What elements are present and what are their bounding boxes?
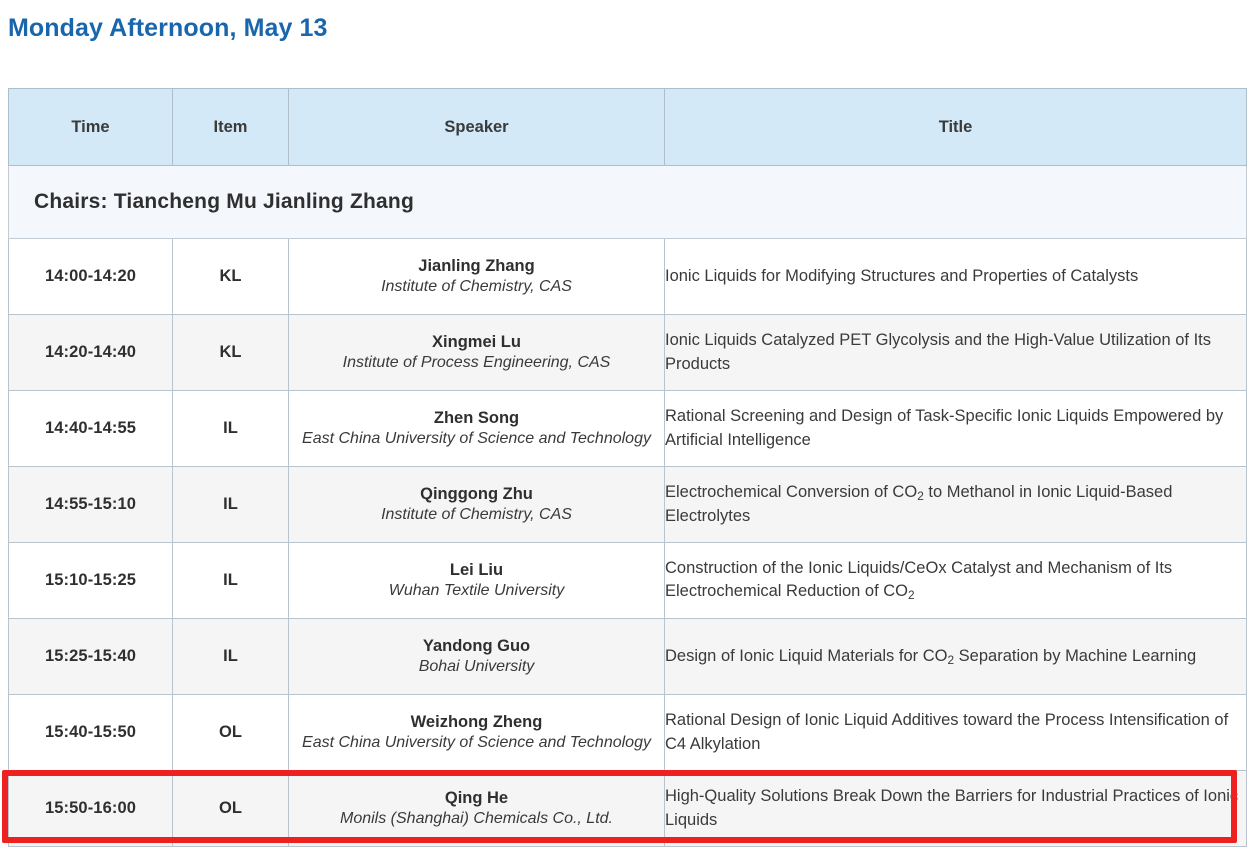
cell-time: 14:00-14:20 <box>8 238 173 315</box>
cell-item-type: IL <box>172 542 289 619</box>
chairs-row: Chairs: Tiancheng Mu Jianling Zhang <box>8 165 1247 239</box>
cell-speaker: Weizhong Zheng East China University of S… <box>288 694 665 771</box>
speaker-name: Lei Liu <box>449 560 504 579</box>
speaker-affiliation: Institute of Process Engineering, CAS <box>342 353 611 371</box>
table-row: 14:40-14:55 IL Zhen Song East China Univers… <box>8 390 1247 467</box>
speaker-affiliation: Institute of Chemistry, CAS <box>381 505 572 523</box>
cell-item-type: KL <box>172 238 289 315</box>
table-row: 15:50-16:00 OL Qing He Monils (Shanghai) Ch… <box>8 770 1247 847</box>
column-header-speaker: Speaker <box>288 88 665 166</box>
speaker-name: Xingmei Lu <box>432 332 521 351</box>
schedule-table: Time Item Speaker Title Chairs: Tianchen… <box>8 88 1247 847</box>
cell-time: 15:50-16:00 <box>8 770 173 847</box>
cell-time: 14:20-14:40 <box>8 314 173 391</box>
cell-item-type: IL <box>172 618 289 695</box>
cell-talk-title: Construction of the Ionic Liquids/CeOx C… <box>664 542 1247 619</box>
speaker-affiliation: East China University of Science and Tec… <box>302 429 651 447</box>
table-body: Chairs: Tiancheng Mu Jianling Zhang 14:0… <box>8 165 1247 847</box>
cell-item-type: IL <box>172 466 289 543</box>
table-header-row: Time Item Speaker Title <box>8 88 1247 166</box>
speaker-name: Jianling Zhang <box>418 256 535 275</box>
cell-speaker: Xingmei Lu Institute of Process Engineeri… <box>288 314 665 391</box>
cell-item-type: IL <box>172 390 289 467</box>
cell-speaker: Zhen Song East China University of Scienc… <box>288 390 665 467</box>
cell-talk-title: Ionic Liquids Catalyzed PET Glycolysis a… <box>664 314 1247 391</box>
table-row: 14:20-14:40 KL Xingmei Lu Institute of Proc… <box>8 314 1247 391</box>
table-row: 14:00-14:20 KL Jianling Zhang Institute of … <box>8 238 1247 315</box>
table-row: 15:10-15:25 IL Lei Liu Wuhan Textile Univer… <box>8 542 1247 619</box>
cell-item-type: KL <box>172 314 289 391</box>
page-title: Monday Afternoon, May 13 <box>8 14 328 42</box>
table-row: 15:40-15:50 OL Weizhong Zheng East China Un… <box>8 694 1247 771</box>
speaker-name: Qinggong Zhu <box>420 484 533 503</box>
speaker-name: Qing He <box>444 788 509 807</box>
column-header-time: Time <box>8 88 173 166</box>
chairs-text: Chairs: Tiancheng Mu Jianling Zhang <box>34 190 414 213</box>
cell-item-type: OL <box>172 694 289 771</box>
cell-time: 15:40-15:50 <box>8 694 173 771</box>
speaker-affiliation: East China University of Science and Tec… <box>302 733 651 751</box>
cell-speaker: Qinggong Zhu Institute of Chemistry, CAS <box>288 466 665 543</box>
table-row: 14:55-15:10 IL Qinggong Zhu Institute of Ch… <box>8 466 1247 543</box>
cell-speaker: Qing He Monils (Shanghai) Chemicals Co., … <box>288 770 665 847</box>
cell-time: 14:55-15:10 <box>8 466 173 543</box>
cell-time: 15:10-15:25 <box>8 542 173 619</box>
cell-time: 14:40-14:55 <box>8 390 173 467</box>
cell-speaker: Lei Liu Wuhan Textile University <box>288 542 665 619</box>
cell-talk-title: Ionic Liquids for Modifying Structures a… <box>664 238 1247 315</box>
speaker-affiliation: Institute of Chemistry, CAS <box>381 277 572 295</box>
speaker-affiliation: Wuhan Textile University <box>388 581 565 599</box>
speaker-affiliation: Monils (Shanghai) Chemicals Co., Ltd. <box>339 809 613 827</box>
column-header-item: Item <box>172 88 289 166</box>
cell-talk-title: Design of Ionic Liquid Materials for CO2… <box>664 618 1247 695</box>
cell-talk-title: Rational Screening and Design of Task-Sp… <box>664 390 1247 467</box>
cell-speaker: Yandong Guo Bohai University <box>288 618 665 695</box>
cell-talk-title: High-Quality Solutions Break Down the Ba… <box>664 770 1247 847</box>
cell-talk-title: Rational Design of Ionic Liquid Additive… <box>664 694 1247 771</box>
column-header-title: Title <box>664 88 1247 166</box>
chairs-cell: Chairs: Tiancheng Mu Jianling Zhang <box>8 165 1247 239</box>
table-row: 15:25-15:40 IL Yandong Guo Bohai University… <box>8 618 1247 695</box>
cell-speaker: Jianling Zhang Institute of Chemistry, CA… <box>288 238 665 315</box>
speaker-name: Zhen Song <box>433 408 520 427</box>
speaker-name: Yandong Guo <box>422 636 531 655</box>
cell-item-type: OL <box>172 770 289 847</box>
speaker-affiliation: Bohai University <box>418 657 535 675</box>
cell-talk-title: Electrochemical Conversion of CO2 to Met… <box>664 466 1247 543</box>
cell-time: 15:25-15:40 <box>8 618 173 695</box>
speaker-name: Weizhong Zheng <box>410 712 543 731</box>
